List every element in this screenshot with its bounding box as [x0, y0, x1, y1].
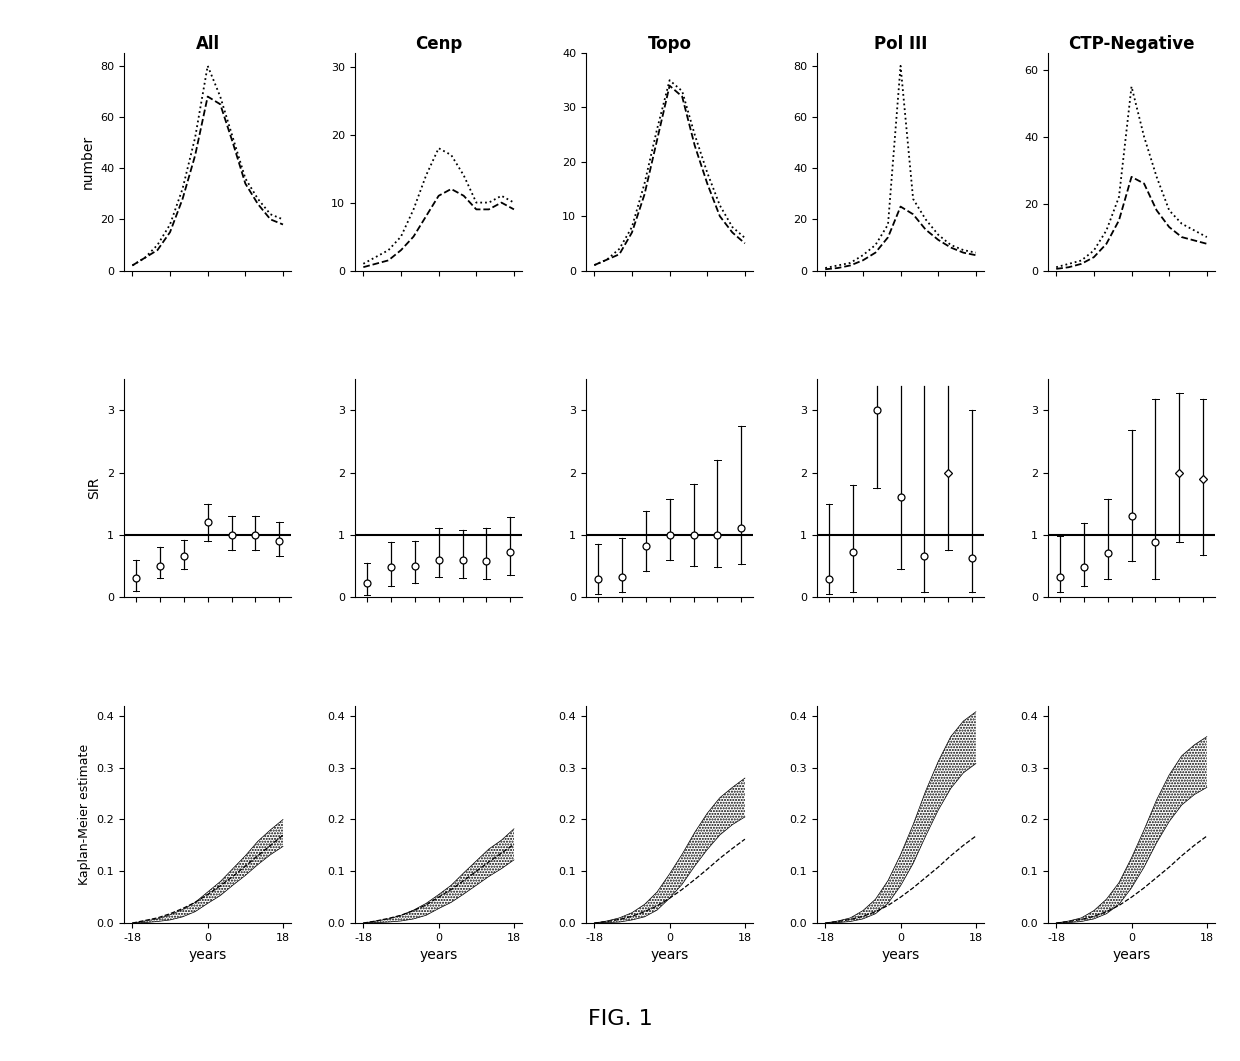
Y-axis label: number: number [81, 135, 94, 189]
X-axis label: years: years [188, 949, 227, 962]
X-axis label: years: years [419, 949, 458, 962]
X-axis label: years: years [882, 949, 920, 962]
Title: Cenp: Cenp [415, 35, 463, 53]
Y-axis label: Kaplan-Meier estimate: Kaplan-Meier estimate [78, 744, 91, 885]
X-axis label: years: years [651, 949, 688, 962]
Title: All: All [196, 35, 219, 53]
Text: FIG. 1: FIG. 1 [588, 1009, 652, 1028]
Y-axis label: SIR: SIR [88, 476, 102, 500]
Title: Topo: Topo [647, 35, 692, 53]
X-axis label: years: years [1112, 949, 1151, 962]
Title: Pol III: Pol III [874, 35, 928, 53]
Title: CTP-Negative: CTP-Negative [1069, 35, 1195, 53]
